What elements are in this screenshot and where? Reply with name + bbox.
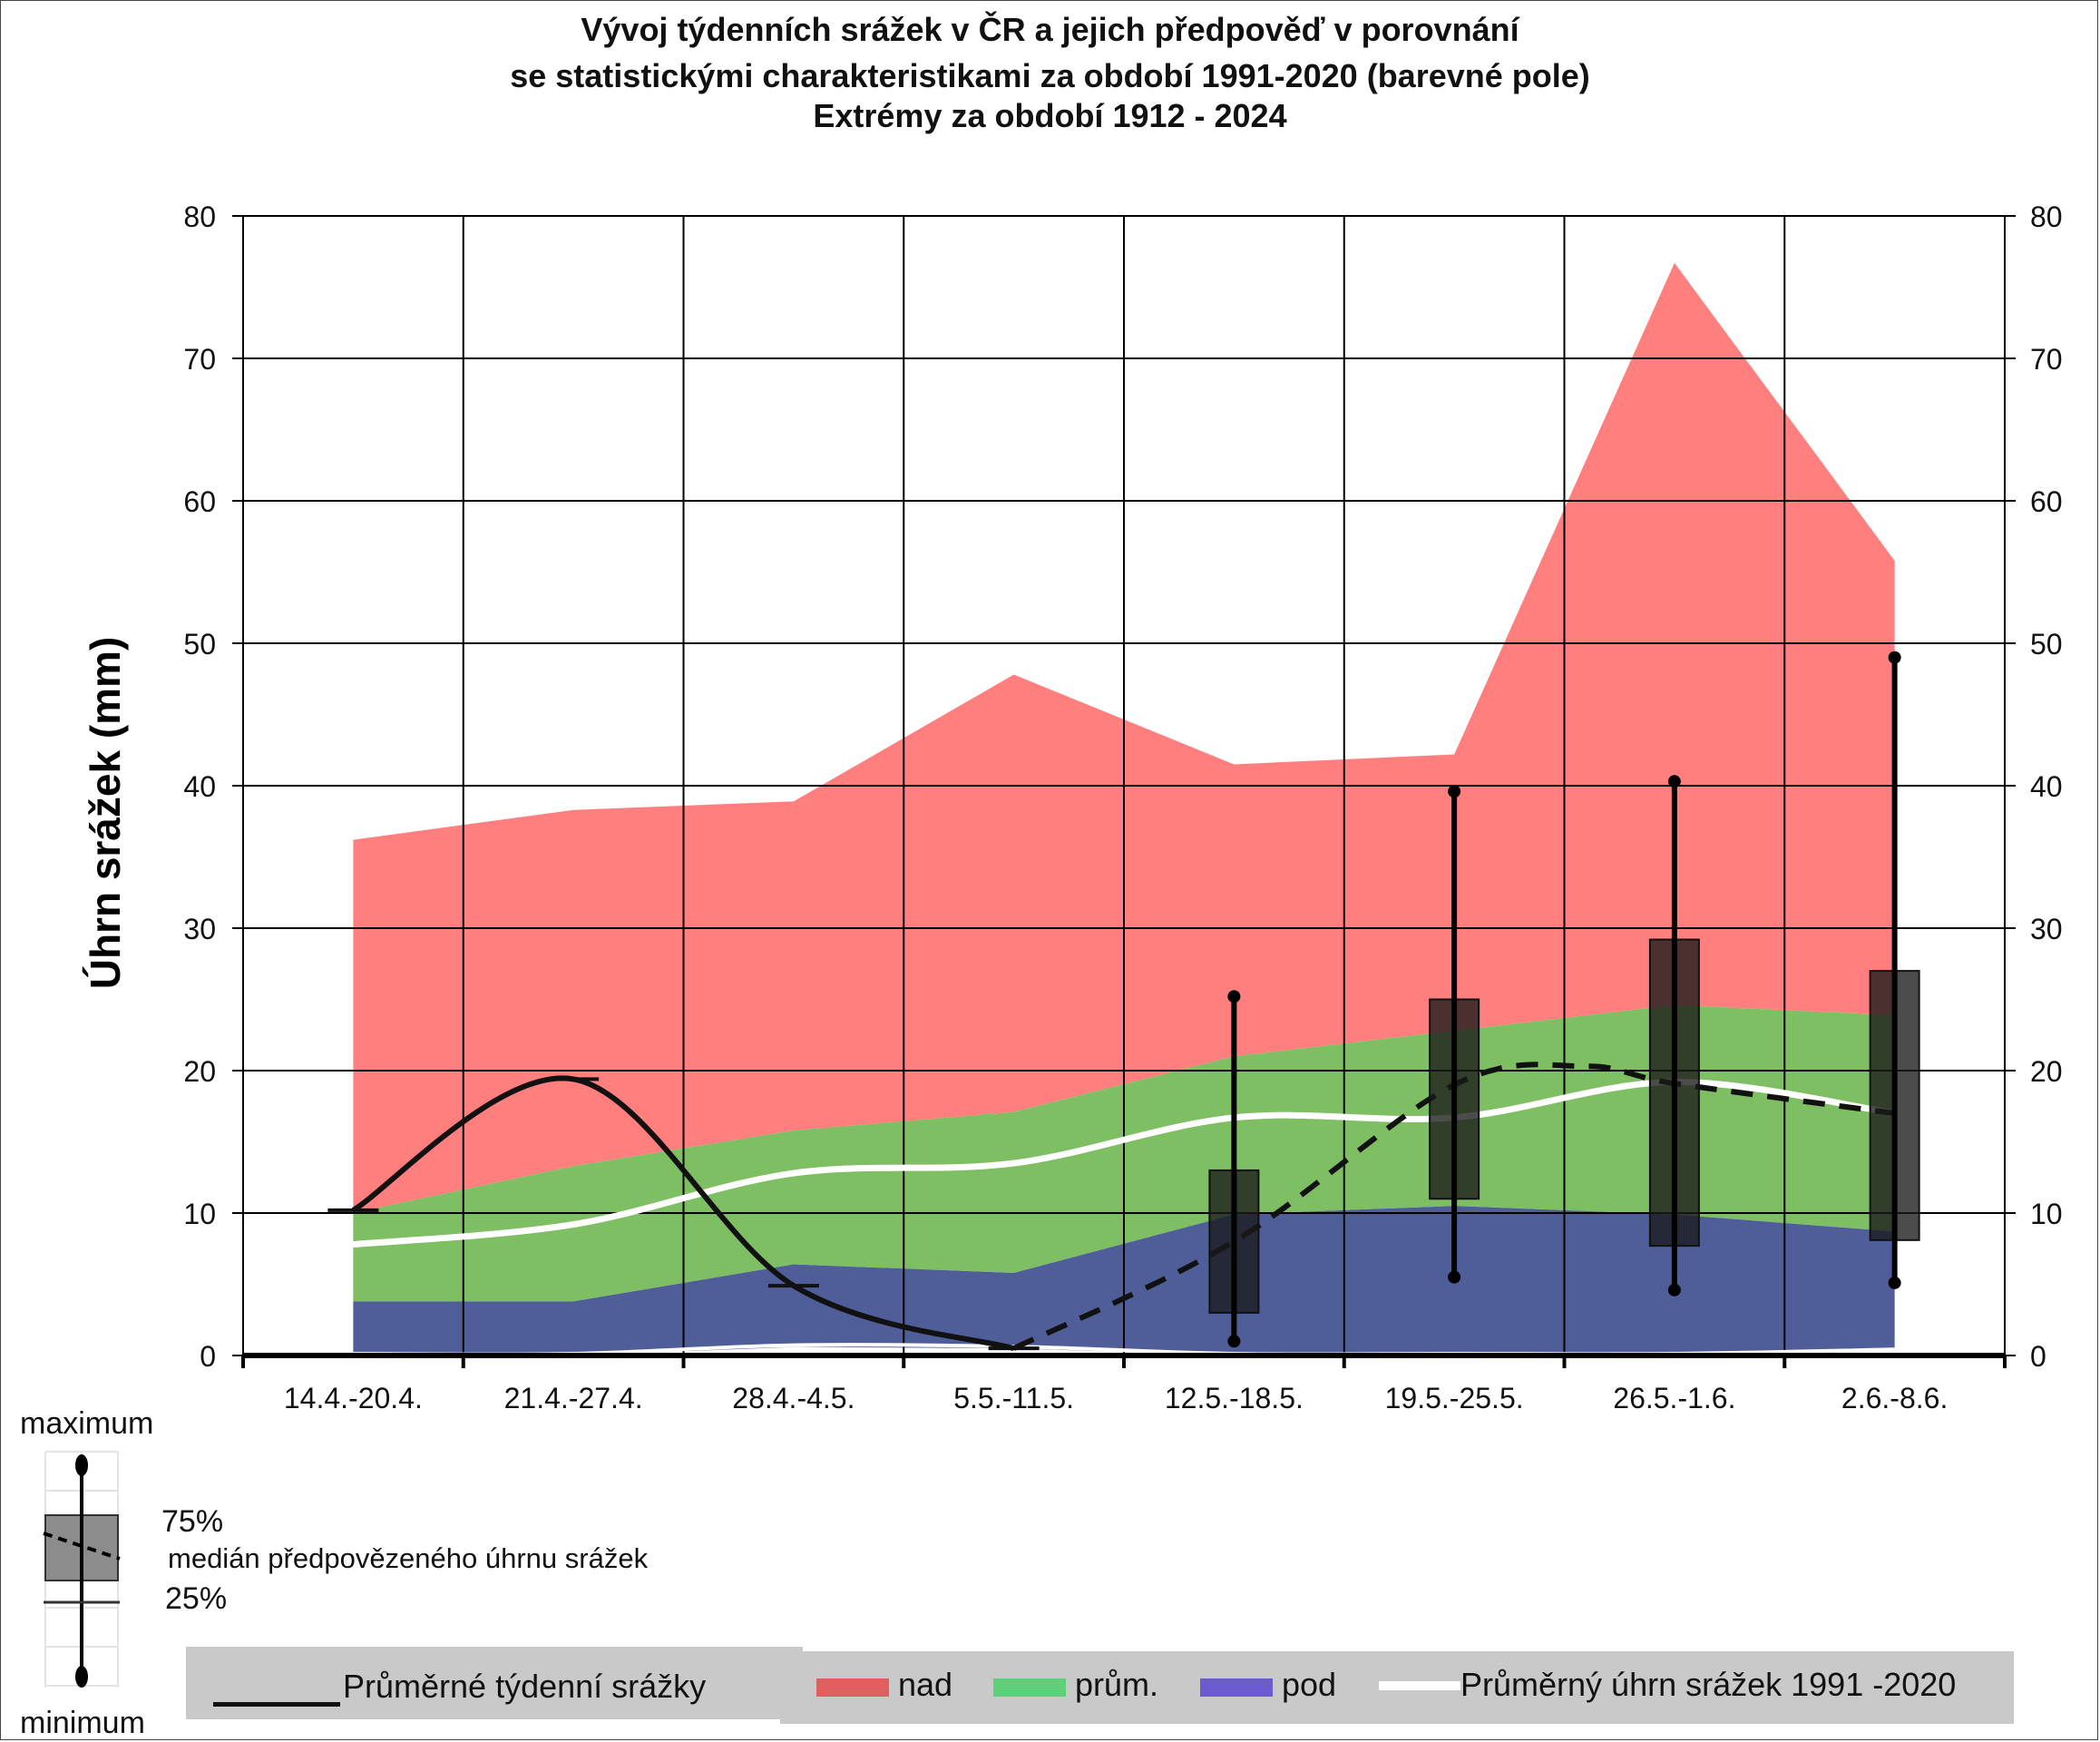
xtick-label-2: 28.4.-4.5. [732, 1382, 855, 1414]
ytick-label-right-4: 40 [2030, 770, 2063, 803]
box-legend-min-dot [75, 1666, 88, 1688]
box-legend-q25: 25% [165, 1581, 228, 1616]
legend-pod-swatch [1200, 1678, 1273, 1697]
forecast-min-dot-3 [1888, 1276, 1901, 1289]
axes: 0 0 10 10 20 20 30 30 40 40 50 50 60 60 70 70 80 80 14.4.-… [82, 201, 2063, 1414]
legend-graphics [43, 1451, 121, 1688]
ytick-label-right-6: 60 [2030, 485, 2063, 518]
ytick-label-right-2: 20 [2030, 1055, 2063, 1088]
legend-observed-panel [186, 1647, 803, 1719]
legend-mean-label: Průměrný úhrn srážek 1991 -2020 [1460, 1666, 1957, 1703]
forecast-min-dot-2 [1667, 1283, 1681, 1297]
ytick-label-left-0: 0 [200, 1340, 216, 1373]
legend-mean-swatch [1379, 1681, 1460, 1690]
forecast-max-dot-0 [1227, 990, 1241, 1003]
legend-prum-swatch [993, 1678, 1066, 1697]
y-axis-title: Úhrn srážek (mm) [82, 637, 129, 990]
xtick-label-3: 5.5.-11.5. [953, 1382, 1074, 1414]
ytick-label-right-8: 80 [2030, 201, 2063, 233]
xtick-label-6: 26.5.-1.6. [1613, 1382, 1735, 1414]
ytick-label-right-3: 30 [2030, 913, 2063, 945]
forecast-max-dot-2 [1667, 775, 1681, 788]
ytick-label-left-8: 80 [183, 201, 216, 233]
box-legend-median-line [43, 1532, 121, 1561]
chart-title-line-3: Extrémy za období 1912 - 2024 [813, 97, 1287, 134]
forecast-max-dot-3 [1888, 651, 1901, 664]
forecast-boxes [1208, 651, 1920, 1348]
ytick-label-right-7: 70 [2030, 343, 2063, 376]
xtick-label-1: 21.4.-27.4. [504, 1382, 643, 1414]
legend-prum-label: prům. [1075, 1666, 1159, 1703]
legend-nad-label: nad [898, 1666, 953, 1703]
ytick-label-left-2: 20 [183, 1055, 216, 1088]
ytick-label-left-4: 40 [183, 770, 216, 803]
forecast-median-line [1012, 1062, 1896, 1351]
box-legend-maximum: maximum [20, 1406, 154, 1441]
mean-1991-2020-line [353, 1079, 1896, 1248]
ytick-label-right-0: 0 [2030, 1340, 2046, 1373]
box-legend-minimum: minimum [20, 1706, 145, 1740]
box-legend-max-dot [75, 1454, 88, 1476]
xtick-label-4: 12.5.-18.5. [1165, 1382, 1304, 1414]
chart-title-line-2: se statistickými charakteristikami za ob… [510, 57, 1590, 94]
xtick-label-5: 19.5.-25.5. [1385, 1382, 1524, 1414]
legend-observed-swatch [213, 1702, 340, 1707]
ytick-label-left-5: 50 [183, 628, 216, 661]
ytick-label-right-1: 10 [2030, 1198, 2063, 1230]
box-legend-q75: 75% [161, 1504, 224, 1539]
ytick-label-left-6: 60 [183, 485, 216, 518]
forecast-min-dot-0 [1227, 1335, 1241, 1348]
legend-pod-label: pod [1282, 1666, 1337, 1703]
legend-observed-label: Průměrné týdenní srážky [343, 1668, 707, 1705]
forecast-min-dot-1 [1448, 1270, 1461, 1284]
ytick-label-left-7: 70 [183, 343, 216, 376]
forecast-max-dot-1 [1448, 785, 1461, 798]
xtick-label-0: 14.4.-20.4. [284, 1382, 423, 1414]
chart-title-line-1: Vývoj týdenních srážek v ČR a jejich pře… [581, 11, 1519, 48]
ytick-label-left-1: 10 [183, 1198, 216, 1230]
box-legend-median: medián předpovězeného úhrnu srážek [168, 1542, 649, 1574]
ytick-label-left-3: 30 [183, 913, 216, 945]
observed-weekly-line [351, 1075, 1015, 1352]
xtick-label-7: 2.6.-8.6. [1841, 1382, 1948, 1414]
ytick-label-right-5: 50 [2030, 628, 2063, 661]
legend-nad-swatch [816, 1678, 889, 1697]
